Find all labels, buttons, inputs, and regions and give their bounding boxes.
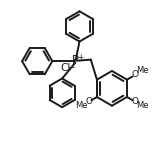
Text: Me: Me — [136, 101, 149, 110]
Text: O: O — [132, 97, 139, 106]
Text: +: + — [78, 53, 84, 62]
Text: O: O — [132, 70, 139, 79]
Text: P: P — [72, 54, 79, 67]
Text: Cl: Cl — [60, 63, 70, 73]
Text: Me: Me — [136, 66, 149, 75]
Text: Me: Me — [75, 101, 88, 110]
Text: −: − — [67, 62, 75, 71]
Text: O: O — [85, 97, 92, 106]
